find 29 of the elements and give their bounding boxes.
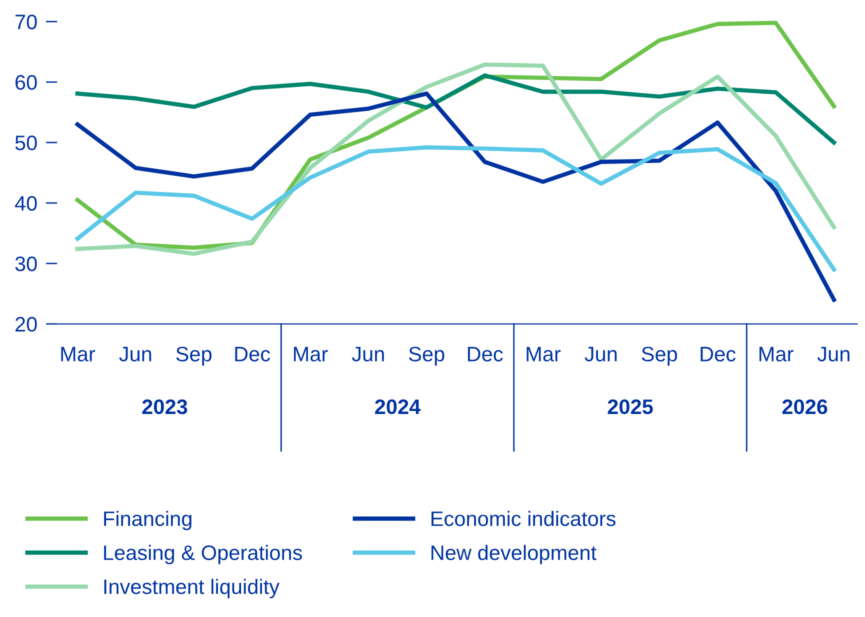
x-tick-label: Sep (409, 346, 444, 366)
x-tick-label: Dec (468, 346, 503, 362)
y-tick-label: 20 (16, 316, 37, 332)
x-tick-label: Mar (526, 346, 561, 362)
legend-label: Economic indicators (432, 510, 616, 526)
legend-label: New development (432, 544, 596, 564)
y-tick-label: 70 (16, 14, 37, 30)
x-tick-label: Dec (700, 346, 736, 362)
x-tick-label: Mar (61, 346, 96, 362)
y-tick-label: 40 (14, 196, 37, 211)
x-tick-label: Jun (119, 346, 152, 362)
text: 2023 (142, 399, 188, 414)
y-tick-label: 50 (15, 136, 37, 150)
x-tick-label: Dec (235, 346, 270, 362)
text: 2025 (608, 399, 653, 414)
x-tick-label: Jun (352, 346, 384, 362)
x-tick-label: Sep (176, 346, 212, 366)
text: 2024 (375, 399, 421, 414)
x-tick-label: Jun (584, 346, 617, 362)
legend-label: Leasing & Operations (104, 544, 302, 564)
text: 2026 (782, 399, 828, 414)
x-tick-label: Mar (294, 346, 328, 362)
x-tick-label: Jun (817, 346, 850, 362)
y-tick-label: 30 (15, 256, 37, 272)
y-tick-label: 60 (16, 75, 37, 90)
x-tick-label: Sep (642, 346, 678, 366)
x-tick-label: Mar (760, 346, 794, 362)
legend-label: Financing (104, 510, 192, 530)
legend-label: Investment liquidity (104, 578, 280, 598)
